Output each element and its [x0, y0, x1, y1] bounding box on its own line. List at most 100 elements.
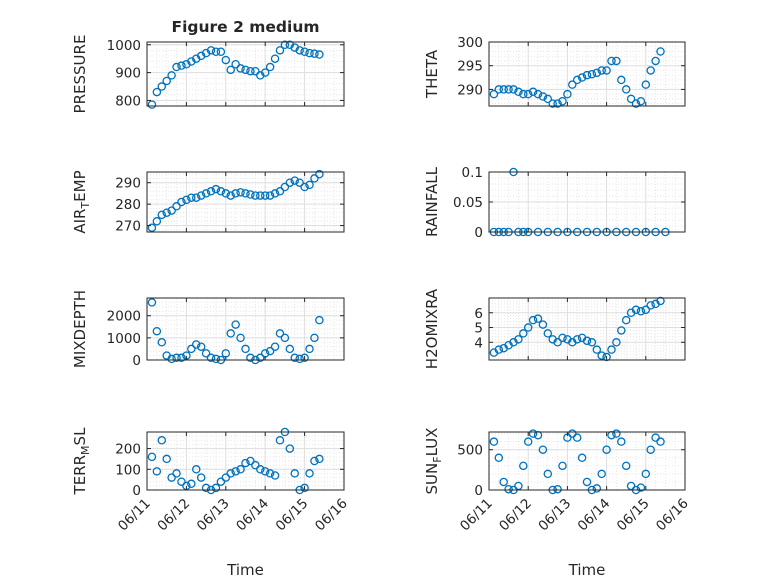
data-point	[147, 452, 157, 462]
y-axis-label: H2OMIXRA	[423, 288, 441, 369]
data-point	[191, 465, 201, 474]
data-point	[607, 345, 616, 354]
data-point	[582, 477, 592, 487]
x-tick-label: 06/14	[575, 496, 614, 535]
data-point	[528, 429, 538, 438]
data-point	[152, 217, 162, 226]
data-point	[641, 469, 651, 479]
data-point	[577, 73, 587, 82]
data-point	[656, 437, 665, 446]
data-point	[558, 97, 567, 106]
y-tick-label: 280	[115, 197, 141, 213]
data-point	[157, 436, 167, 445]
data-point	[182, 195, 191, 205]
tick-marks	[488, 298, 686, 360]
data-point	[582, 70, 592, 80]
data-point	[152, 467, 162, 476]
data-point	[538, 320, 548, 329]
data-point	[315, 169, 324, 179]
subplot-terrmsl: 0 100 200 TERRMSL 06/11 06/12 06/13 06/14 06/15 0…	[71, 427, 351, 579]
data-point	[597, 351, 606, 360]
data-point	[519, 329, 528, 338]
data-point	[300, 47, 309, 56]
data-point	[656, 47, 665, 56]
data-point	[592, 345, 602, 354]
data-point	[226, 469, 235, 478]
data-point	[285, 344, 295, 354]
y-label-tail: LUX	[423, 428, 441, 457]
data-point	[260, 467, 270, 476]
data-point	[251, 66, 260, 76]
plot-area	[147, 432, 344, 490]
data-point	[285, 444, 295, 453]
data-point	[315, 454, 324, 464]
x-tick-label: 06/11	[457, 496, 496, 535]
data-point	[246, 353, 255, 363]
subplot-h2omixra: 456 H2OMIXRA	[423, 288, 686, 369]
data-point	[641, 305, 651, 315]
data-point	[641, 80, 651, 89]
data-point	[548, 99, 557, 108]
data-point	[206, 46, 216, 55]
data-point	[187, 193, 196, 202]
data-point	[167, 71, 176, 80]
data-point	[201, 349, 211, 358]
tick-marks	[488, 171, 686, 233]
data-point	[612, 429, 621, 438]
data-point	[246, 66, 255, 76]
x-tick-label: 06/16	[312, 496, 351, 535]
data-point	[275, 329, 285, 338]
y-axis-label: THETA	[423, 49, 441, 99]
data-point	[211, 47, 221, 56]
data-point	[300, 182, 309, 192]
data-point	[260, 191, 270, 200]
y-axis-label: TERRMSL	[71, 427, 92, 496]
x-tick-label: 06/12	[496, 496, 535, 535]
data-point	[499, 477, 508, 487]
data-point	[631, 99, 641, 108]
data-point	[592, 484, 602, 493]
data-point	[231, 320, 240, 329]
data-point	[514, 335, 523, 344]
data-point	[260, 68, 270, 77]
y-label-main: AIR	[71, 209, 89, 234]
y-tick-label: 200	[115, 442, 141, 458]
data-point	[656, 296, 665, 306]
data-point	[305, 344, 314, 354]
y-tick-label: 1000	[107, 38, 141, 54]
y-tick-label: 0.05	[453, 195, 483, 211]
y-label-tail: EMP	[71, 170, 89, 201]
data-point	[256, 353, 265, 363]
data-point	[523, 323, 533, 332]
data-point	[290, 176, 299, 185]
x-tick-label: 06/13	[194, 496, 233, 535]
data-point	[177, 197, 186, 207]
x-tick-label: 06/16	[653, 496, 692, 535]
y-label-main: MIXDEPTH	[71, 290, 89, 368]
data-point	[533, 89, 543, 99]
data-point	[617, 437, 626, 446]
data-point	[172, 202, 181, 211]
data-point	[177, 61, 186, 70]
data-point	[196, 191, 206, 200]
data-point	[211, 184, 221, 194]
data-point	[236, 188, 245, 197]
y-label-subscript: T	[79, 202, 92, 210]
data-point	[152, 326, 162, 336]
y-tick-label: 290	[115, 176, 141, 192]
data-point	[241, 65, 250, 75]
data-point	[280, 40, 290, 50]
data-point	[172, 62, 181, 72]
data-point	[246, 456, 255, 466]
y-tick-label: 0	[132, 353, 141, 369]
y-label-main: THETA	[423, 49, 441, 99]
x-tick-label: 06/15	[273, 496, 312, 535]
data-point	[147, 100, 157, 109]
data-point	[543, 94, 553, 104]
tick-marks	[146, 432, 345, 491]
y-tick-label: 500	[457, 443, 483, 459]
data-point	[270, 54, 280, 63]
data-point	[211, 483, 221, 493]
data-point	[305, 180, 314, 190]
